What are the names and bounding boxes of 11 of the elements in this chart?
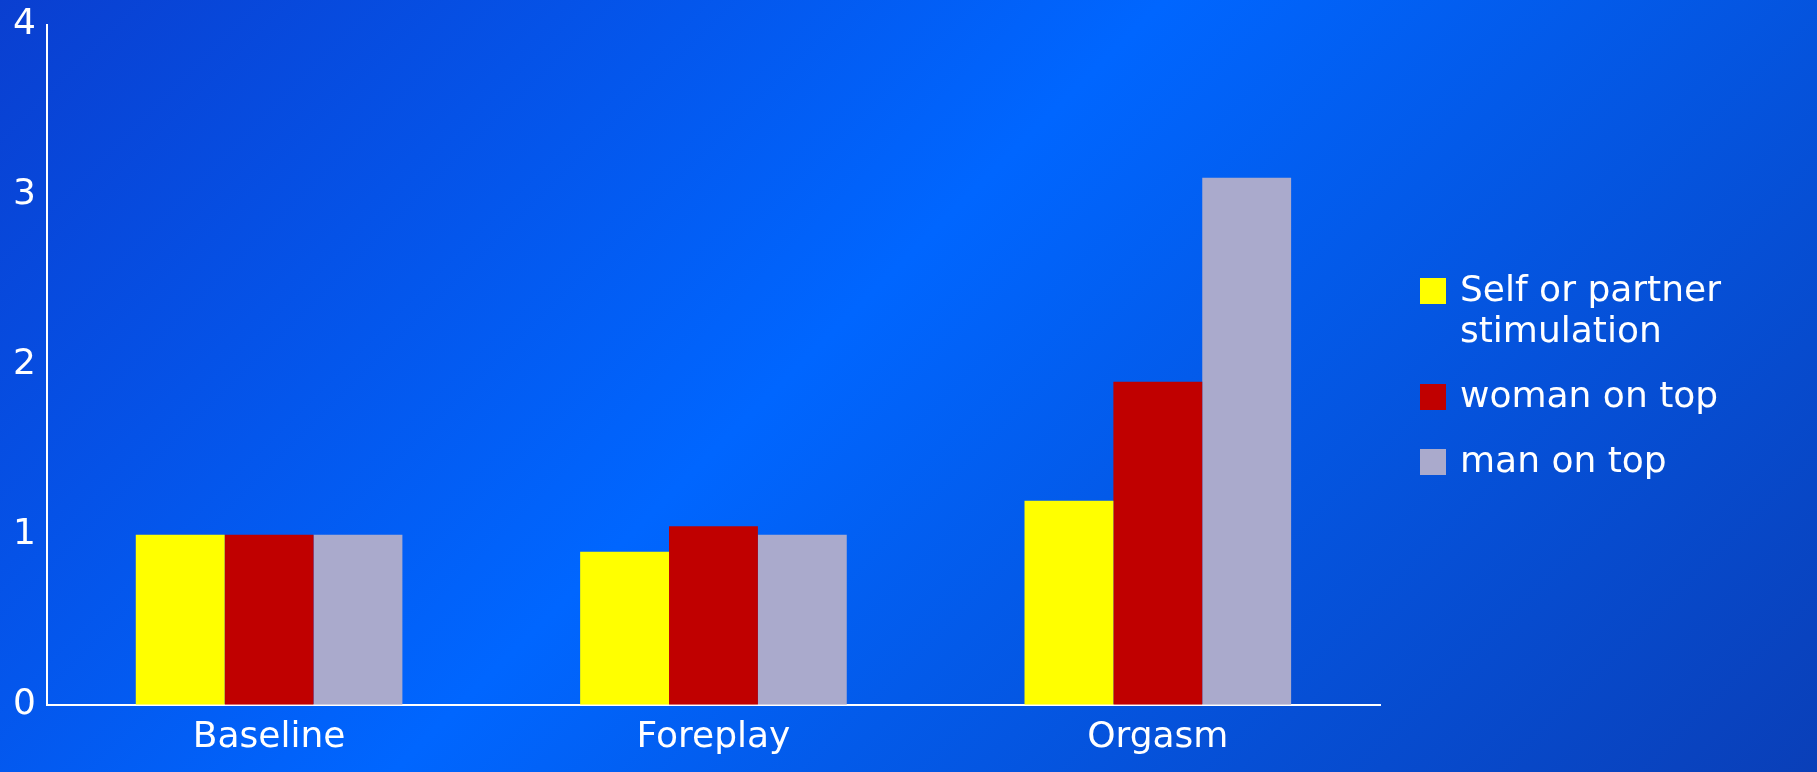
legend-label: Self or partner stimulation (1460, 268, 1722, 350)
x-tick-label: Baseline (192, 713, 346, 755)
legend-label: woman on top (1460, 374, 1719, 415)
y-tick-label: 3 (13, 171, 36, 213)
x-tick-label: Foreplay (636, 713, 791, 755)
y-tick-label: 2 (13, 341, 36, 383)
y-tick-label: 1 (13, 511, 36, 553)
x-tick-label: Orgasm (1087, 713, 1229, 755)
legend-label: man on top (1460, 439, 1667, 480)
y-tick-label: 4 (13, 0, 36, 42)
y-tick-label: 0 (13, 681, 36, 723)
